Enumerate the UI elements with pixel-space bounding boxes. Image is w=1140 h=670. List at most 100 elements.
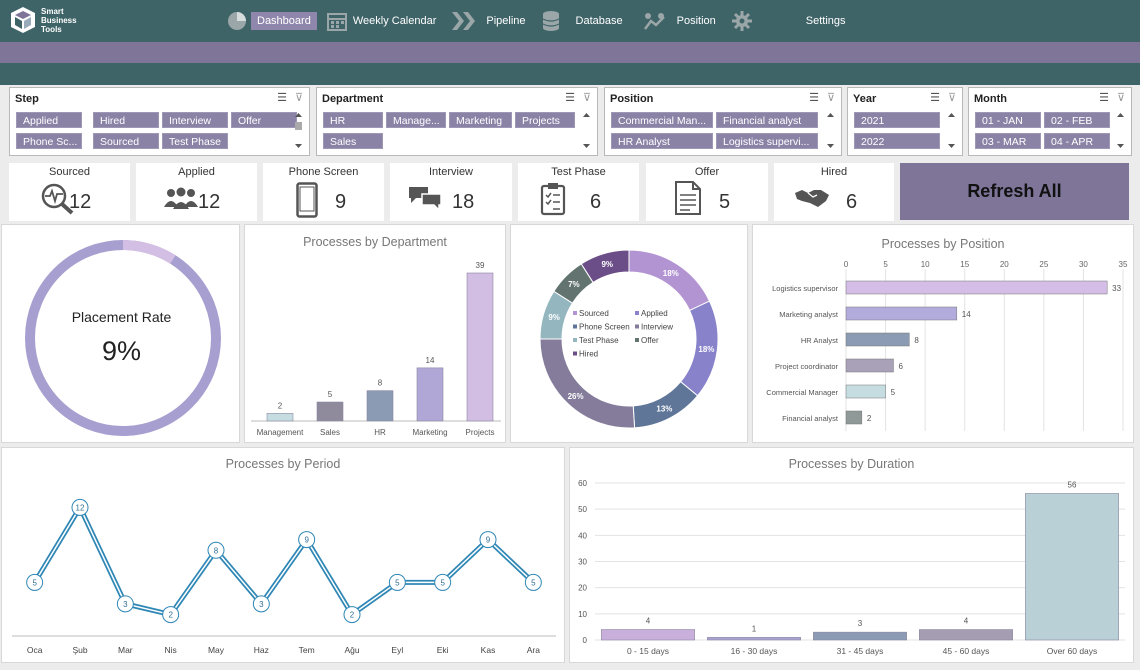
nav-label: Position <box>676 15 716 27</box>
category-label: HR <box>374 428 386 437</box>
data-label: 14 <box>962 310 971 319</box>
slicer-item[interactable]: 04 - APR <box>1044 133 1110 149</box>
slicer-item[interactable]: Hired <box>93 112 159 128</box>
tick-label: 50 <box>578 505 587 514</box>
slicer-item[interactable]: Applied <box>16 112 82 128</box>
category-label: Sales <box>320 428 340 437</box>
data-label: 5 <box>395 578 400 587</box>
data-point <box>26 573 44 591</box>
refresh-all-button[interactable]: Refresh All <box>900 163 1129 220</box>
slicer-item[interactable]: Financial analyst <box>716 112 818 128</box>
nav-settings[interactable]: Settings <box>731 11 852 31</box>
nav-label: Dashboard <box>251 12 317 30</box>
multi-select-icon[interactable]: ☰ <box>277 92 287 104</box>
kpi-value: 18 <box>452 191 475 213</box>
legend-label: Applied <box>641 309 668 318</box>
position-chart-panel: Processes by Position 0 5 10 15 20 25 30 35 Logi… <box>752 224 1134 443</box>
app-logo: Smart Business Tools <box>8 5 101 35</box>
pie-chart-icon <box>228 12 246 30</box>
slicer-scrollbar[interactable] <box>947 112 956 150</box>
slicer-scrollbar[interactable] <box>582 112 591 150</box>
slicer-item[interactable]: 02 - FEB <box>1044 112 1110 128</box>
slicer-item[interactable]: Projects <box>515 112 575 128</box>
nav-database[interactable]: Database <box>542 10 629 32</box>
clear-filter-icon[interactable]: ⊽ <box>947 92 956 104</box>
slicer-item[interactable]: Marketing <box>449 112 512 128</box>
multi-select-icon[interactable]: ☰ <box>809 92 819 104</box>
slicer-year: Year ☰ ⊽ 2021 2022 <box>847 87 963 156</box>
multi-select-icon[interactable]: ☰ <box>930 92 940 104</box>
clear-filter-icon[interactable]: ⊽ <box>1116 92 1125 104</box>
slicer-item[interactable]: Offer <box>231 112 297 128</box>
data-label: 4 <box>646 617 651 626</box>
slicer-item[interactable]: HR <box>323 112 383 128</box>
logo-text-line: Business <box>41 15 77 25</box>
tick-label: 25 <box>1039 260 1048 269</box>
slicer-month: Month ☰ ⊽ 01 - JAN 02 - FEB 03 - MAR 04 … <box>968 87 1132 156</box>
clear-filter-icon[interactable]: ⊽ <box>826 92 835 104</box>
data-label: 9 <box>486 536 491 545</box>
nav-label: Database <box>575 15 623 27</box>
slicer-item[interactable]: Test Phase <box>162 133 228 149</box>
slicer-item[interactable]: Logistics supervi... <box>716 133 818 149</box>
category-label: Financial analyst <box>782 414 839 423</box>
slicer-item[interactable]: 03 - MAR <box>975 133 1041 149</box>
slicer-title: Department <box>322 93 384 105</box>
handshake-icon <box>795 190 829 207</box>
slicer-item[interactable]: 2022 <box>854 133 940 149</box>
slice-label: 9% <box>601 260 613 269</box>
data-label: 5 <box>32 578 37 587</box>
kpi-test-phase: Test Phase 6 <box>518 163 639 221</box>
nav-position[interactable]: Position <box>643 11 722 31</box>
data-point <box>388 573 406 591</box>
clear-filter-icon[interactable]: ⊽ <box>294 92 303 104</box>
data-label: 3 <box>858 619 863 628</box>
slicer-item[interactable]: Commercial Man... <box>611 112 713 128</box>
slicer-scrollbar[interactable] <box>1116 112 1125 150</box>
bar <box>845 332 910 347</box>
clear-filter-icon[interactable]: ⊽ <box>582 92 591 104</box>
slice-label: 18% <box>698 345 714 354</box>
people-chart-icon <box>643 13 665 30</box>
placement-rate-gauge <box>25 240 221 436</box>
kpi-hired: Hired 6 <box>774 163 894 221</box>
category-label: Haz <box>254 645 269 655</box>
slicer-scrollbar[interactable] <box>826 112 835 150</box>
kpi-label: Phone Screen <box>288 166 359 178</box>
tick-label: 20 <box>578 584 587 593</box>
slicer-item[interactable]: HR Analyst <box>611 133 713 149</box>
category-label: 0 - 15 days <box>627 646 669 656</box>
slicer-scrollbar[interactable] <box>294 112 303 150</box>
slicer-item[interactable]: 2021 <box>854 112 940 128</box>
slicer-item[interactable]: Phone Sc... <box>16 133 82 149</box>
data-point <box>524 573 542 591</box>
data-point <box>252 595 270 613</box>
slicer-item[interactable]: Sales <box>323 133 383 149</box>
multi-select-icon[interactable]: ☰ <box>1099 92 1109 104</box>
slicer-item[interactable]: Manage... <box>386 112 446 128</box>
legend-label: Phone Screen <box>579 323 630 332</box>
kpi-label: Test Phase <box>551 166 606 178</box>
data-point <box>116 595 134 613</box>
data-label: 56 <box>1068 480 1077 489</box>
category-label: Ara <box>527 645 541 655</box>
slicer-item[interactable]: Interview <box>162 112 228 128</box>
data-point <box>207 541 225 559</box>
data-label: 39 <box>476 261 485 270</box>
tick-label: 5 <box>883 260 888 269</box>
tick-label: 0 <box>583 636 588 645</box>
data-label: 5 <box>328 390 333 399</box>
slicer-item[interactable]: Sourced <box>93 133 159 149</box>
nav-dashboard[interactable]: Dashboard <box>227 11 317 31</box>
slicer-item[interactable]: 01 - JAN <box>975 112 1041 128</box>
department-bar-chart: 2 Management 5 Sales 8 HR 14 Marketing 39 Project… <box>251 261 501 437</box>
nav-weekly-calendar[interactable]: Weekly Calendar <box>326 11 443 31</box>
bar <box>845 306 958 321</box>
category-label: 16 - 30 days <box>731 646 778 656</box>
multi-select-icon[interactable]: ☰ <box>565 92 575 104</box>
nav-pipeline[interactable]: Pipeline <box>452 12 531 30</box>
bar <box>266 413 294 422</box>
tick-label: 10 <box>578 610 587 619</box>
kpi-value: 12 <box>198 191 221 213</box>
cube-logo-icon <box>11 7 35 33</box>
